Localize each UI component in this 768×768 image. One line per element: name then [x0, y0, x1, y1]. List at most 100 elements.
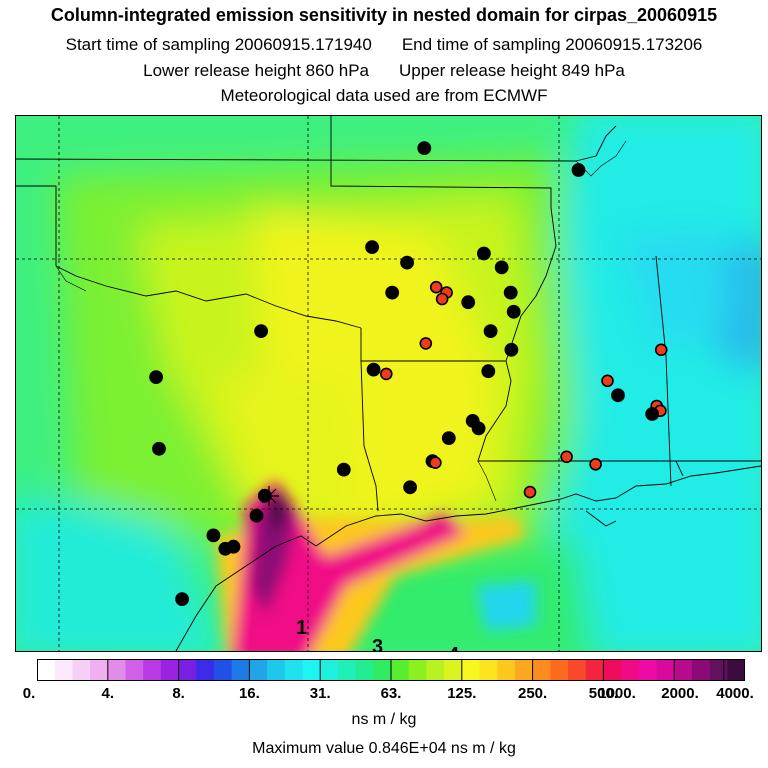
station-marker-black: [366, 362, 381, 377]
upper-release-label: Upper release height 849 hPa: [399, 61, 625, 80]
met-data-label: Meteorological data used are from ECMWF: [220, 86, 548, 105]
station-marker-red: [419, 337, 433, 350]
station-marker-black: [152, 441, 166, 456]
station-marker-black: [206, 528, 221, 543]
colorbar-swatch: [249, 659, 268, 681]
station-marker-red: [429, 280, 443, 294]
colorbar-swatch: [621, 659, 640, 681]
colorbar: [36, 659, 746, 681]
colorbar-tick-label: 16.: [238, 685, 260, 702]
station-marker-black: [483, 324, 498, 339]
colorbar-swatch: [691, 659, 710, 681]
state-boundaries: [16, 116, 761, 512]
colorbar-tick-label: 2000.: [661, 685, 699, 702]
colorbar-swatch: [603, 659, 622, 681]
colorbar-tick-label: 1000.: [598, 685, 636, 702]
colorbar-swatch: [302, 659, 321, 681]
coastline: [175, 465, 761, 651]
colorbar-tick-label: 250.: [517, 685, 548, 702]
station-marker-red: [435, 292, 449, 306]
colorbar-swatch: [37, 659, 56, 681]
colorbar-swatch: [231, 659, 250, 681]
station-marker-black: [494, 260, 509, 275]
station-marker-red: [379, 367, 393, 381]
colorbar-tick-label: 31.: [309, 685, 331, 702]
colorbar-swatch: [585, 659, 604, 681]
colorbar-swatch: [550, 659, 569, 681]
colorbar-swatch: [337, 659, 356, 681]
graticule: [16, 116, 761, 651]
colorbar-tick-label: 125.: [447, 685, 477, 702]
page-title: Column-integrated emission sensitivity i…: [50, 5, 718, 25]
lower-release-label: Lower release height 860 hPa: [143, 61, 369, 80]
station-marker-black: [481, 364, 496, 379]
colorbar-swatch: [568, 659, 587, 681]
station-marker-black: [175, 592, 190, 607]
station-marker-black: [471, 421, 486, 436]
station-marker-black: [441, 431, 456, 446]
station-marker-black: [571, 163, 586, 177]
colorbar-swatch: [178, 659, 197, 681]
colorbar-frame: [37, 659, 745, 681]
colorbar-swatch: [355, 659, 374, 681]
colorbar-swatch: [160, 659, 179, 681]
colorbar-swatch: [267, 659, 286, 681]
colorbar-swatch: [444, 659, 463, 681]
station-marker-black: [149, 370, 164, 385]
colorbar-swatch: [196, 659, 215, 681]
station-marker-black: [476, 246, 491, 261]
colorbar-tick-label: 0.: [22, 685, 36, 702]
colorbar-swatch: [373, 659, 392, 681]
colorbar-swatch: [514, 659, 533, 681]
station-marker-red: [429, 456, 442, 470]
station-marker-black: [336, 462, 351, 477]
colorbar-swatch: [214, 659, 233, 681]
colorbar-swatch: [479, 659, 498, 681]
station-marker-black: [254, 324, 269, 339]
station-marker-black: [249, 508, 264, 523]
colorbar-tick-label: 8.: [172, 685, 185, 702]
start-time-label: Start time of sampling 20060915.171940: [65, 35, 372, 54]
station-marker-red: [560, 450, 573, 464]
colorbar-swatch: [391, 659, 410, 681]
colorbar-swatch: [125, 659, 144, 681]
station-marker-black: [403, 480, 418, 495]
station-marker-black: [506, 304, 521, 319]
station-marker-black: [503, 285, 518, 300]
colorbar-swatch: [497, 659, 516, 681]
station-marker-black: [611, 388, 625, 403]
station-marker-red: [523, 485, 537, 499]
sampling-times: Start time of sampling 20060915.171940 En…: [0, 35, 768, 55]
colorbar-swatch: [107, 659, 126, 681]
end-time-label: End time of sampling 20060915.173206: [401, 35, 703, 54]
colorbar-tick-label: 4.: [101, 685, 115, 702]
station-marker-black: [504, 342, 519, 357]
station-marker-black: [645, 407, 660, 421]
colorbar-swatch: [532, 659, 551, 681]
trajectory-label-3: 3: [372, 636, 383, 651]
colorbar-tick-label: 63.: [380, 685, 402, 702]
colorbar-swatch: [320, 659, 339, 681]
colorbar-swatch: [72, 659, 91, 681]
rivers: [55, 140, 627, 502]
plume-field: [216, 481, 536, 651]
colorbar-swatch: [638, 659, 657, 681]
colorbar-swatches: [36, 659, 746, 681]
station-marker-black: [417, 141, 432, 155]
trajectory-label-1: 1: [296, 617, 307, 639]
colorbar-swatch: [709, 659, 728, 681]
colorbar-swatch: [461, 659, 480, 681]
colorbar-swatch: [408, 659, 427, 681]
release-heights: Lower release height 860 hPa Upper releas…: [0, 61, 768, 81]
colorbar-swatch: [656, 659, 675, 681]
station-marker-red: [654, 343, 668, 357]
colorbar-swatch: [54, 659, 73, 681]
colorbar-swatch: [674, 659, 693, 681]
maximum-value-label: Maximum value 0.846E+04 ns m / kg: [252, 740, 516, 757]
colorbar-swatch: [727, 659, 746, 681]
emission-sensitivity-map: 1 3 4: [15, 115, 762, 652]
colorbar-units: ns m / kg: [351, 711, 417, 728]
station-marker-black: [461, 295, 476, 310]
station-marker-black: [257, 488, 272, 503]
colorbar-swatch: [143, 659, 162, 681]
